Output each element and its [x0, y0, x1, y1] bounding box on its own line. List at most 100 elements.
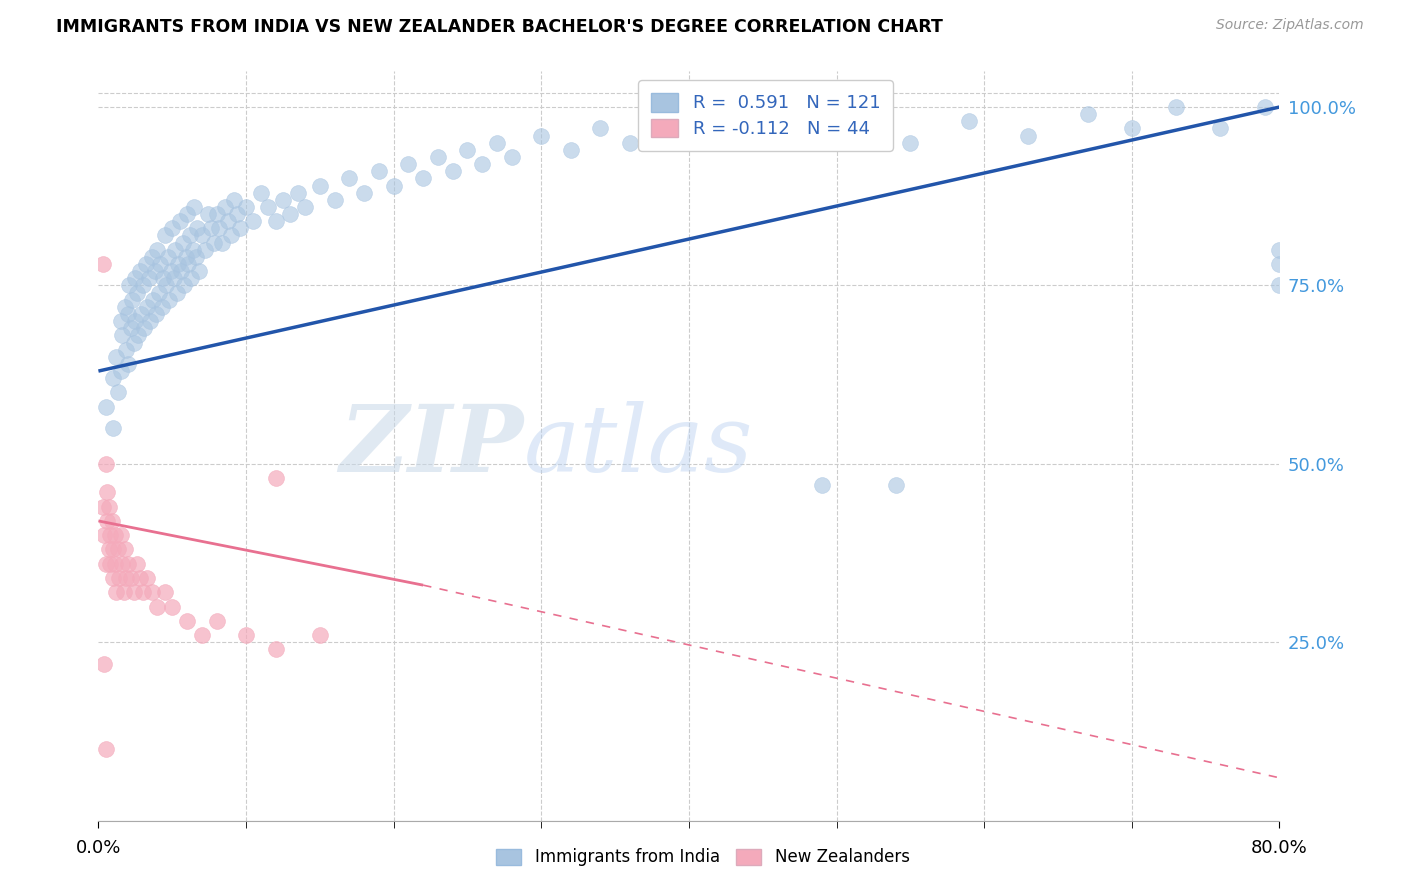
Point [142, 293, 165, 307]
Point [208, 221, 231, 235]
Point [678, 128, 700, 143]
Point [619, 136, 641, 150]
Point [339, 171, 361, 186]
Point [129, 307, 152, 321]
Point [224, 193, 246, 207]
Point [138, 271, 160, 285]
Point [257, 200, 280, 214]
Point [128, 264, 150, 278]
Point [191, 628, 214, 642]
Point [117, 357, 139, 371]
Legend: Immigrants from India, New Zealanders: Immigrants from India, New Zealanders [488, 840, 918, 875]
Point [280, 207, 302, 221]
Point [112, 585, 135, 599]
Point [110, 314, 132, 328]
Point [560, 143, 582, 157]
Point [103, 542, 125, 557]
Point [96, 514, 118, 528]
Point [135, 257, 157, 271]
Point [1077, 107, 1099, 121]
Point [91, 257, 114, 271]
Point [122, 585, 145, 599]
Point [91, 500, 114, 514]
Point [235, 200, 257, 214]
Point [150, 300, 173, 314]
Point [309, 628, 332, 642]
Point [648, 114, 671, 128]
Point [124, 314, 146, 328]
Point [900, 136, 922, 150]
Point [229, 221, 252, 235]
Point [167, 257, 190, 271]
Point [271, 193, 294, 207]
Point [149, 257, 172, 271]
Point [441, 164, 464, 178]
Point [111, 328, 134, 343]
Point [176, 207, 198, 221]
Point [103, 571, 125, 585]
Point [114, 542, 136, 557]
Point [146, 243, 169, 257]
Point [309, 178, 332, 193]
Point [118, 278, 141, 293]
Point [250, 186, 273, 200]
Point [105, 585, 128, 599]
Point [108, 571, 131, 585]
Point [486, 136, 509, 150]
Point [294, 200, 316, 214]
Point [94, 557, 117, 571]
Point [103, 371, 125, 385]
Point [1018, 128, 1040, 143]
Point [98, 557, 121, 571]
Point [796, 100, 818, 114]
Point [264, 471, 287, 485]
Point [115, 571, 138, 585]
Point [181, 243, 204, 257]
Point [132, 585, 155, 599]
Point [139, 314, 162, 328]
Point [125, 285, 148, 300]
Point [98, 528, 121, 542]
Point [105, 350, 128, 364]
Point [162, 599, 183, 614]
Point [94, 742, 117, 756]
Point [117, 307, 139, 321]
Point [103, 421, 125, 435]
Text: IMMIGRANTS FROM INDIA VS NEW ZEALANDER BACHELOR'S DEGREE CORRELATION CHART: IMMIGRANTS FROM INDIA VS NEW ZEALANDER B… [56, 18, 943, 36]
Point [1121, 121, 1143, 136]
Point [183, 200, 205, 214]
Point [120, 321, 142, 335]
Point [177, 257, 200, 271]
Point [153, 585, 176, 599]
Point [368, 164, 391, 178]
Point [841, 114, 863, 128]
Point [194, 243, 217, 257]
Point [530, 128, 553, 143]
Point [107, 385, 129, 400]
Point [165, 243, 187, 257]
Point [110, 528, 132, 542]
Point [122, 335, 145, 350]
Point [136, 300, 159, 314]
Point [226, 207, 249, 221]
Point [125, 557, 148, 571]
Point [111, 557, 134, 571]
Point [752, 121, 775, 136]
Point [152, 271, 174, 285]
Point [96, 485, 118, 500]
Point [187, 264, 209, 278]
Point [184, 250, 207, 264]
Point [120, 571, 142, 585]
Point [1254, 100, 1277, 114]
Point [97, 500, 120, 514]
Point [205, 614, 228, 628]
Point [94, 457, 117, 471]
Point [170, 264, 193, 278]
Legend: R =  0.591   N = 121, R = -0.112   N = 44: R = 0.591 N = 121, R = -0.112 N = 44 [638, 80, 893, 151]
Point [264, 642, 287, 657]
Point [217, 214, 239, 228]
Point [242, 214, 264, 228]
Point [127, 328, 149, 343]
Point [1209, 121, 1232, 136]
Point [148, 285, 170, 300]
